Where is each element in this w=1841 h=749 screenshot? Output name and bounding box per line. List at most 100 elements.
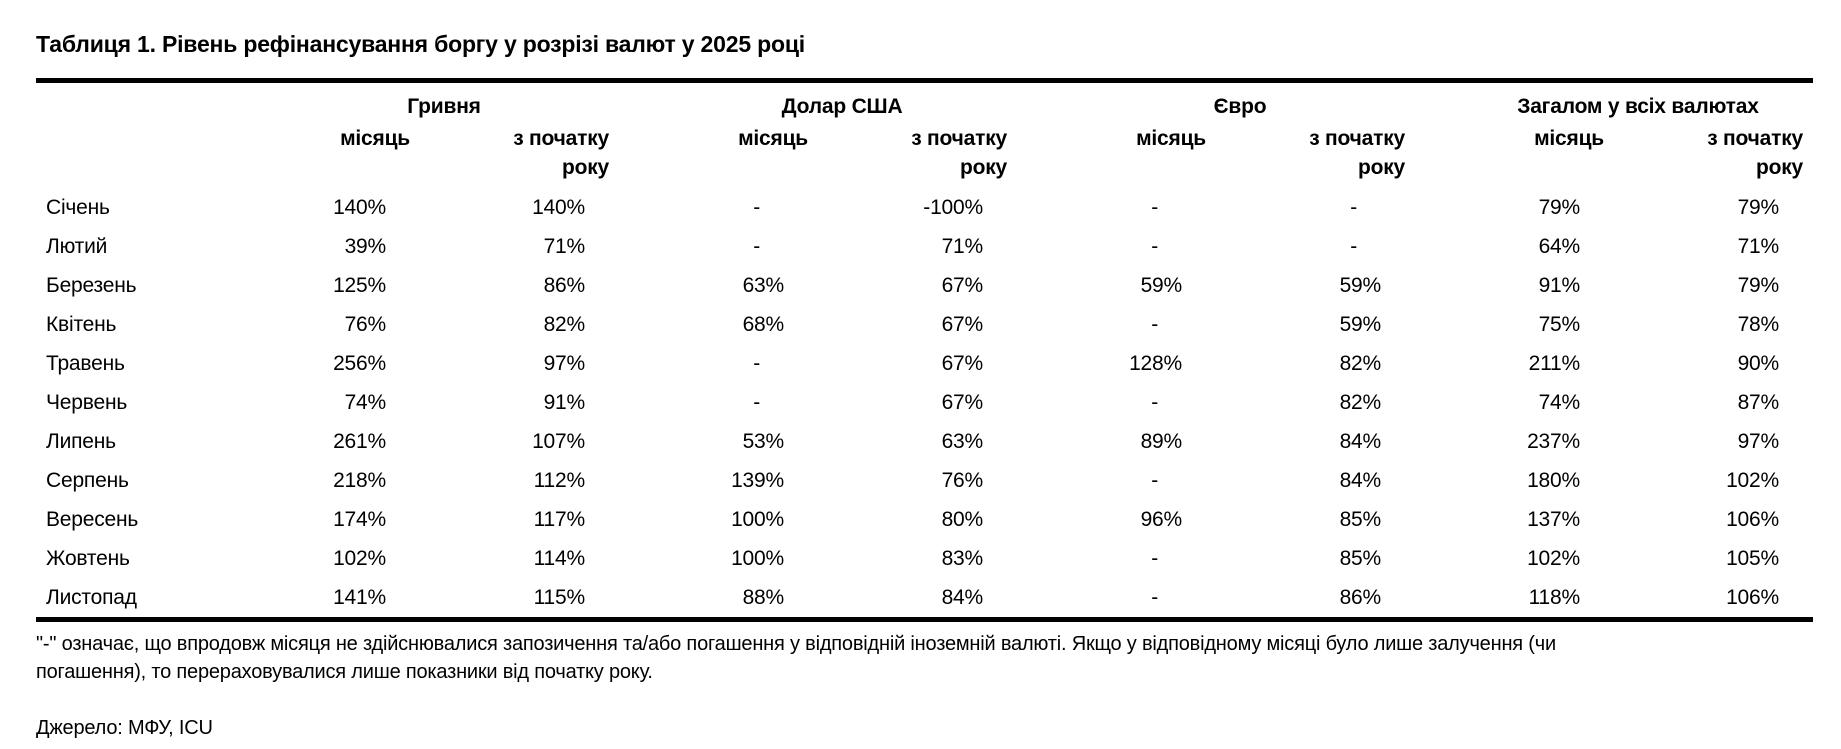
month-label: Вересень xyxy=(46,507,139,531)
value-cell: 256% xyxy=(333,351,386,375)
value-cell: 141% xyxy=(333,585,386,609)
value-cell: 59% xyxy=(1140,273,1183,297)
month-label: Липень xyxy=(46,429,116,453)
value-cell: 79% xyxy=(1538,195,1581,219)
value-cell: 86% xyxy=(1339,585,1382,609)
value-cell: 97% xyxy=(543,351,586,375)
value-cell: 174% xyxy=(333,507,386,531)
value-cell: 237% xyxy=(1527,429,1580,453)
month-label: Квітень xyxy=(46,312,117,336)
value-cell: 82% xyxy=(1339,351,1382,375)
value-cell: 100% xyxy=(731,546,784,570)
value-cell: 85% xyxy=(1339,546,1382,570)
value-cell: 67% xyxy=(941,273,984,297)
value-cell: 112% xyxy=(533,468,586,492)
value-cell: 114% xyxy=(533,546,586,570)
col-header-month: місяць xyxy=(340,127,410,150)
value-cell: 100% xyxy=(731,507,784,531)
value-cell: 107% xyxy=(532,429,585,453)
col-header-ytd: з початку року xyxy=(1707,127,1803,179)
value-cell: 67% xyxy=(941,390,984,414)
value-cell: 75% xyxy=(1538,312,1581,336)
table-row: Березень 125% 86% 63% 67% 59% 59% 91% 79% xyxy=(36,266,1813,305)
value-cell: 71% xyxy=(941,234,984,258)
table-row: Вересень 174% 117% 100% 80% 96% 85% 137% 106% xyxy=(36,500,1813,539)
value-cell: - xyxy=(1151,546,1158,570)
value-cell: 90% xyxy=(1737,351,1780,375)
value-cell: 102% xyxy=(1726,468,1779,492)
value-cell: - xyxy=(1350,234,1357,258)
table-row: Лютий 39% 71% - 71% - - 64% 71% xyxy=(36,227,1813,266)
value-cell: - xyxy=(1151,234,1158,258)
refinancing-table: Гривня Долар США Євро Загалом у всіх вал… xyxy=(36,83,1813,622)
value-cell: 53% xyxy=(742,429,785,453)
value-cell: 83% xyxy=(941,546,984,570)
value-cell: 67% xyxy=(941,351,984,375)
group-header-usd: Долар США xyxy=(781,95,903,118)
value-cell: 67% xyxy=(941,312,984,336)
value-cell: 137% xyxy=(1527,507,1580,531)
table-row: Жовтень 102% 114% 100% 83% - 85% 102% 105% xyxy=(36,539,1813,578)
value-cell: 68% xyxy=(742,312,785,336)
sub-header-row: місяць з початку року місяць з початку р… xyxy=(36,121,1813,188)
empty-corner-cell xyxy=(36,121,221,188)
value-cell: - xyxy=(753,234,760,258)
col-header-month: місяць xyxy=(1534,127,1604,150)
value-cell: - xyxy=(753,351,760,375)
page-title: Таблиця 1. Рівень рефінансування боргу у… xyxy=(36,31,805,57)
value-cell: 117% xyxy=(533,507,586,531)
value-cell: 82% xyxy=(1339,390,1382,414)
value-cell: 180% xyxy=(1527,468,1580,492)
value-cell: 89% xyxy=(1140,429,1183,453)
month-label: Березень xyxy=(46,273,137,297)
value-cell: 84% xyxy=(941,585,984,609)
value-cell: -100% xyxy=(923,195,983,219)
value-cell: 74% xyxy=(1538,390,1581,414)
table-row: Серпень 218% 112% 139% 76% - 84% 180% 102% xyxy=(36,461,1813,500)
value-cell: 115% xyxy=(533,585,586,609)
value-cell: 39% xyxy=(344,234,387,258)
month-label: Червень xyxy=(46,390,128,414)
col-header-month: місяць xyxy=(1136,127,1206,150)
value-cell: 91% xyxy=(543,390,586,414)
table-header: Гривня Долар США Євро Загалом у всіх вал… xyxy=(36,83,1813,188)
group-header-hryvnia: Гривня xyxy=(407,95,481,118)
month-label: Серпень xyxy=(46,468,129,492)
value-cell: 74% xyxy=(344,390,387,414)
table-row: Квітень 76% 82% 68% 67% - 59% 75% 78% xyxy=(36,305,1813,344)
value-cell: 80% xyxy=(941,507,984,531)
value-cell: 211% xyxy=(1528,351,1581,375)
value-cell: 97% xyxy=(1737,429,1780,453)
value-cell: 63% xyxy=(941,429,984,453)
value-cell: 91% xyxy=(1538,273,1581,297)
value-cell: 139% xyxy=(731,468,784,492)
value-cell: 84% xyxy=(1339,468,1382,492)
table-row: Травень 256% 97% - 67% 128% 82% 211% 90% xyxy=(36,344,1813,383)
table-row: Листопад 141% 115% 88% 84% - 86% 118% 106% xyxy=(36,578,1813,620)
value-cell: 84% xyxy=(1339,429,1382,453)
value-cell: - xyxy=(753,390,760,414)
month-label: Січень xyxy=(46,195,110,219)
value-cell: - xyxy=(1151,312,1158,336)
value-cell: - xyxy=(1151,585,1158,609)
value-cell: 85% xyxy=(1339,507,1382,531)
value-cell: 59% xyxy=(1339,273,1382,297)
value-cell: 71% xyxy=(543,234,586,258)
value-cell: 106% xyxy=(1726,507,1779,531)
value-cell: 86% xyxy=(543,273,586,297)
value-cell: 218% xyxy=(333,468,386,492)
value-cell: - xyxy=(1151,195,1158,219)
value-cell: 102% xyxy=(333,546,386,570)
value-cell: - xyxy=(1350,195,1357,219)
value-cell: 78% xyxy=(1737,312,1780,336)
value-cell: 96% xyxy=(1140,507,1183,531)
value-cell: 79% xyxy=(1737,195,1780,219)
value-cell: - xyxy=(1151,390,1158,414)
month-label: Травень xyxy=(46,351,125,375)
table-row: Липень 261% 107% 53% 63% 89% 84% 237% 97% xyxy=(36,422,1813,461)
value-cell: - xyxy=(1151,468,1158,492)
table-row: Січень 140% 140% - -100% - - 79% 79% xyxy=(36,188,1813,227)
month-label: Листопад xyxy=(46,585,137,609)
value-cell: 76% xyxy=(344,312,387,336)
value-cell: 102% xyxy=(1527,546,1580,570)
